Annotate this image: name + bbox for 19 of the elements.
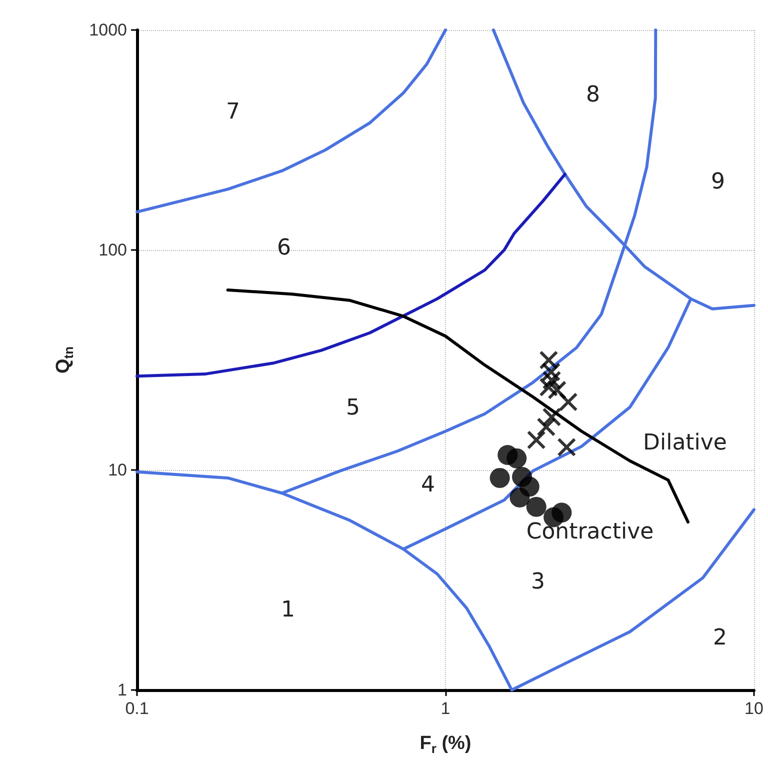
annotation: 4 xyxy=(421,472,435,498)
y-tick-label: 100 xyxy=(98,240,127,260)
y-tick-label: 10 xyxy=(108,460,127,480)
annotation: 8 xyxy=(586,82,600,108)
annotation: 7 xyxy=(226,100,240,124)
x-tick-label: 1 xyxy=(440,699,450,718)
y-axis-title: Qtn xyxy=(53,346,76,374)
annotation: 9 xyxy=(711,170,725,194)
y-tick-label: 1000 xyxy=(89,20,127,40)
annotation: Contractive xyxy=(526,520,654,544)
annotation: 2 xyxy=(713,626,727,650)
annotation: 6 xyxy=(277,236,291,260)
x-tick-label: 10 xyxy=(744,699,764,718)
annotation: Dilative xyxy=(643,430,727,456)
annotation: 3 xyxy=(531,570,545,594)
annotation: 5 xyxy=(346,396,360,420)
y-tick-label: 1 xyxy=(118,680,127,700)
x-tick-label: 0.1 xyxy=(125,699,149,718)
annotation: 1 xyxy=(281,598,295,622)
